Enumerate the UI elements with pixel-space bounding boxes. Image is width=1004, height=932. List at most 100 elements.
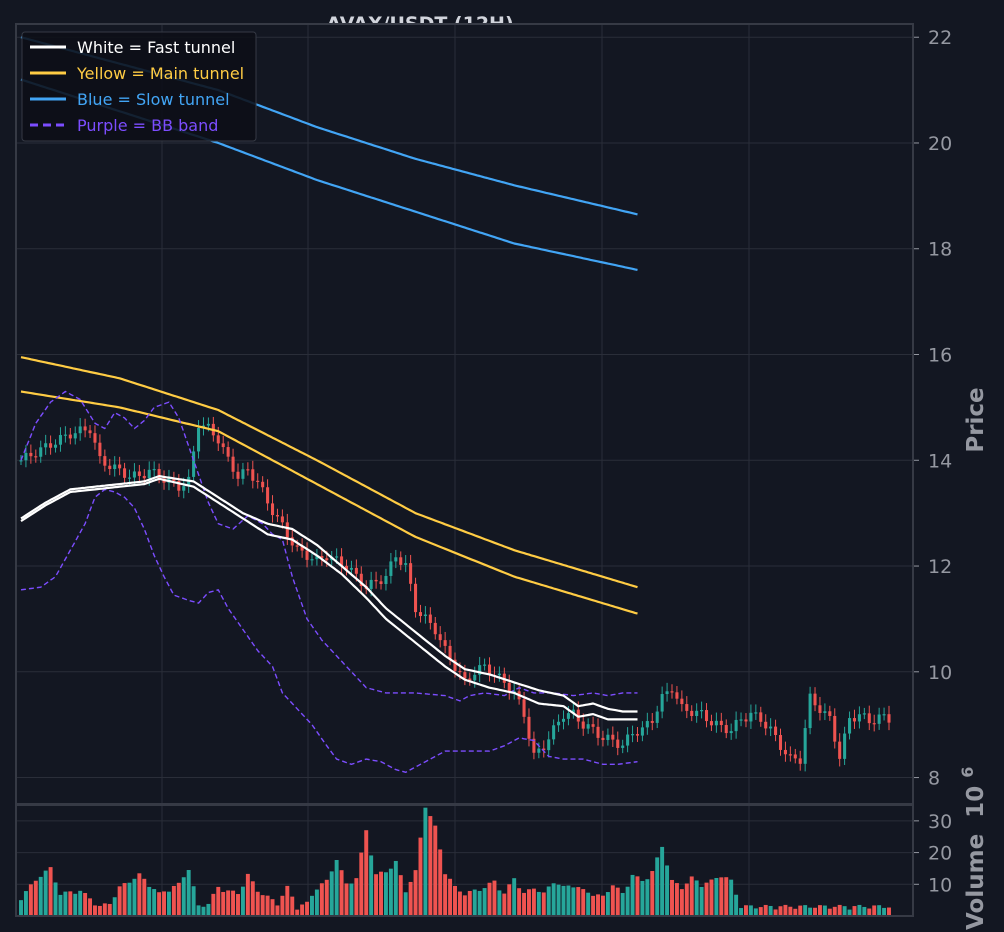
- candle-body: [53, 444, 58, 448]
- price-tick-label: 16: [928, 345, 952, 367]
- volume-bar: [408, 881, 413, 916]
- candle-body: [665, 691, 669, 695]
- volume-bar: [83, 893, 88, 916]
- volume-bar: [132, 878, 137, 916]
- price-tick-label: 8: [928, 768, 940, 790]
- volume-bar: [201, 906, 206, 916]
- candle-body: [19, 460, 23, 462]
- candle-body: [83, 426, 87, 431]
- volume-bar: [704, 882, 709, 916]
- volume-bar: [862, 906, 867, 916]
- volume-bar: [88, 898, 93, 916]
- volume-bar: [295, 909, 300, 916]
- volume-bar: [319, 883, 324, 916]
- candle-body: [369, 579, 373, 589]
- volume-bar: [522, 892, 527, 916]
- volume-bar: [758, 907, 763, 916]
- candle-body: [438, 634, 442, 641]
- candle-body: [433, 622, 437, 635]
- volume-bar: [744, 905, 748, 916]
- volume-bar: [822, 905, 827, 916]
- volume-bar: [719, 877, 724, 916]
- candle-body: [295, 545, 299, 547]
- candle-body: [142, 475, 146, 479]
- candle-body: [236, 471, 240, 479]
- candle-body: [872, 723, 876, 725]
- volume-bar: [221, 891, 226, 916]
- candle-body: [709, 721, 713, 726]
- candle-body: [310, 559, 314, 561]
- candle-body: [591, 724, 595, 727]
- volume-bar: [778, 906, 783, 916]
- candle-body: [547, 739, 551, 751]
- candle-body: [113, 464, 117, 470]
- candle-body: [650, 721, 654, 723]
- volume-bar: [157, 892, 162, 916]
- volume-bar: [546, 886, 551, 916]
- candle-body: [719, 720, 723, 726]
- candle-body: [458, 670, 462, 673]
- volume-bar: [260, 895, 265, 916]
- volume-bar: [245, 873, 250, 916]
- legend: White = Fast tunnel Yellow = Main tunnel…: [21, 31, 257, 142]
- candle-body: [783, 749, 787, 755]
- candle-body: [379, 581, 383, 585]
- candle-body: [670, 691, 674, 693]
- volume-plot-frame: [15, 804, 914, 917]
- volume-bar: [773, 909, 778, 916]
- candle-body: [58, 435, 62, 445]
- fast-tunnel-upper: [20, 475, 638, 713]
- volume-bar: [63, 891, 68, 916]
- volume-bar: [650, 871, 655, 916]
- volume-label-text: Volume: [963, 834, 989, 930]
- candle-body: [749, 712, 753, 722]
- volume-bar: [97, 905, 102, 916]
- volume-bar: [443, 874, 448, 916]
- candle-body: [759, 712, 763, 722]
- candle-body: [335, 556, 339, 558]
- main-tunnel-lower: [20, 390, 638, 615]
- candle-body: [270, 503, 275, 516]
- candle-body: [769, 726, 773, 729]
- candle-body: [655, 711, 659, 723]
- volume-bar: [388, 868, 393, 916]
- price-panel: 8 10 12 14 16 18 20 22 Price: [15, 23, 989, 805]
- candle-body: [78, 426, 82, 434]
- candle-body: [843, 733, 847, 759]
- candle-body: [611, 734, 615, 740]
- volume-bar: [630, 874, 635, 916]
- candle-body: [39, 447, 43, 457]
- volume-bar: [28, 884, 33, 916]
- candle-body: [660, 694, 664, 712]
- volume-bar: [364, 830, 369, 916]
- volume-bar: [162, 891, 166, 916]
- candle-body: [887, 714, 891, 723]
- volume-bar: [561, 885, 566, 916]
- candle-body: [453, 659, 457, 671]
- volume-bar: [403, 892, 408, 916]
- candle-body: [537, 748, 541, 753]
- candle-body: [320, 556, 324, 559]
- candle-body: [226, 447, 230, 457]
- candle-body: [349, 567, 353, 570]
- volume-bar: [877, 905, 882, 916]
- volume-bar: [867, 908, 872, 916]
- volume-bar: [300, 904, 305, 916]
- volume-bar: [102, 903, 107, 916]
- candle-body: [685, 704, 689, 711]
- candle-body: [788, 754, 792, 756]
- candle-body: [34, 456, 38, 458]
- volume-bar: [857, 904, 862, 916]
- legend-label-slow: Blue = Slow tunnel: [77, 90, 230, 109]
- volume-bar: [433, 825, 438, 916]
- volume-bar: [600, 895, 605, 916]
- volume-bar: [670, 879, 674, 916]
- volume-bar: [803, 905, 808, 916]
- candle-body: [877, 714, 881, 724]
- legend-item-bb: Purple = BB band: [30, 116, 218, 135]
- volume-tick-label: 30: [928, 811, 952, 833]
- candle-body: [231, 456, 235, 472]
- volume-bar: [374, 874, 379, 916]
- volume-bar: [724, 877, 729, 916]
- volume-bar: [453, 885, 457, 916]
